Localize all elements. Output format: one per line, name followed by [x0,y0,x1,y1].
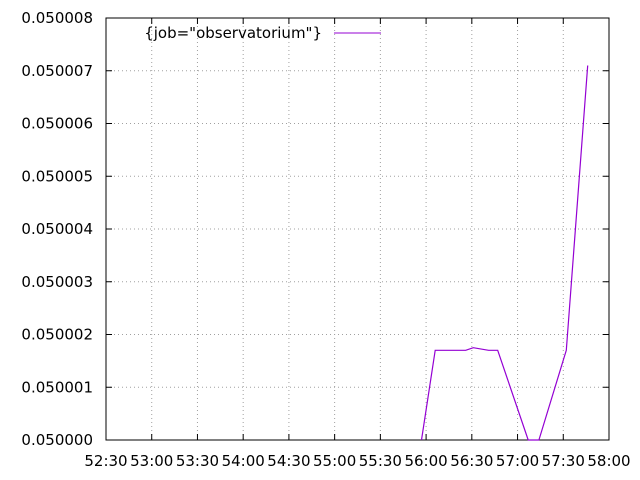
y-axis-labels: 0.050000 0.050001 0.050002 0.050003 0.050004… [21,9,93,449]
y-tick-label: 0.050006 [21,115,93,133]
y-tick-label: 0.050004 [21,220,93,238]
x-tick-label: 54:00 [222,452,265,470]
series-line [420,65,589,441]
x-tick-label: 53:00 [130,452,173,470]
y-tick-label: 0.050008 [21,9,93,27]
legend: {job="observatorium"} [144,24,381,42]
y-tick-label: 0.050007 [21,62,93,80]
x-tick-label: 55:00 [313,452,356,470]
x-tick-label: 53:30 [176,452,219,470]
x-tick-label: 57:00 [496,452,539,470]
y-tick-label: 0.050001 [21,378,93,396]
x-tick-label: 55:30 [359,452,402,470]
x-tick-label: 57:30 [542,452,585,470]
y-tick-label: 0.050000 [21,431,93,449]
axis-ticks [105,17,610,441]
grid-lines [106,18,609,440]
y-tick-label: 0.050005 [21,167,93,185]
y-tick-label: 0.050002 [21,326,93,344]
x-tick-label: 56:30 [450,452,493,470]
plot-border [105,17,610,441]
series-layer [420,65,589,441]
x-tick-label: 54:30 [267,452,310,470]
legend-label: {job="observatorium"} [144,24,322,42]
x-tick-label: 58:00 [587,452,630,470]
x-tick-label: 52:30 [84,452,127,470]
x-axis-labels: 52:30 53:00 53:30 54:00 54:30 55:00 55:30 56:00… [84,452,630,470]
y-tick-label: 0.050003 [21,273,93,291]
x-tick-label: 56:00 [404,452,447,470]
